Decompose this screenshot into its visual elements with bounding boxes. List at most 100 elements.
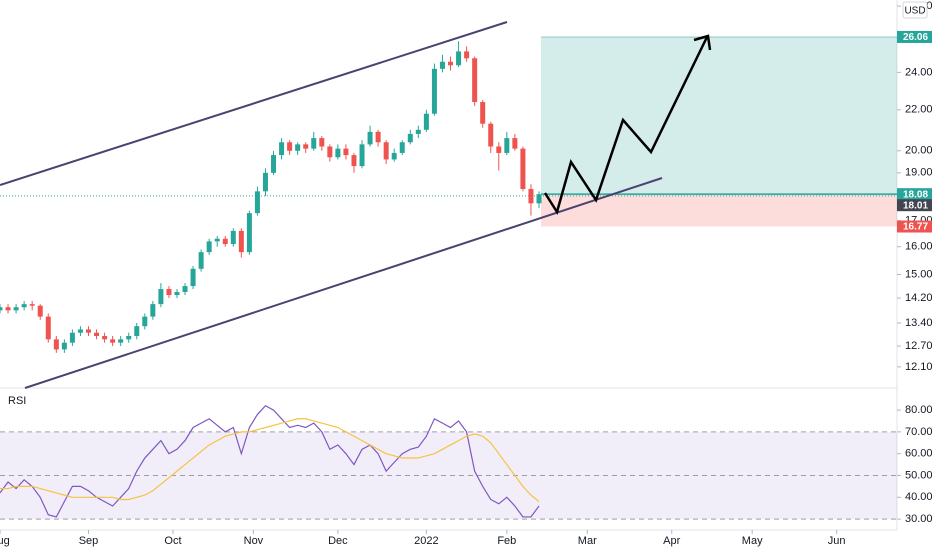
candle-body xyxy=(142,316,148,327)
candle-body xyxy=(118,339,124,343)
candle-body xyxy=(303,144,309,149)
candle-body xyxy=(246,213,252,253)
candle-body xyxy=(198,252,204,269)
candle-body xyxy=(174,292,180,296)
price-tick-label: 24.00 xyxy=(905,66,932,78)
candle-body xyxy=(496,146,502,153)
candle-body xyxy=(319,138,325,147)
candle-body xyxy=(407,133,413,143)
candle-body xyxy=(110,339,116,343)
candle-body xyxy=(53,339,59,350)
time-tick-label: Feb xyxy=(497,535,516,547)
candle-body xyxy=(45,316,51,340)
price-label: 18.01 xyxy=(903,200,928,211)
price-label-box xyxy=(897,199,932,212)
time-tick-label: Sep xyxy=(79,535,99,547)
rsi-tick-label: 80.00 xyxy=(905,404,932,416)
candle-body xyxy=(230,230,236,245)
price-label-box xyxy=(897,188,932,201)
price-label: 16.77 xyxy=(903,222,928,233)
target-zone xyxy=(541,36,897,195)
candle-body xyxy=(21,304,27,308)
candle-body xyxy=(504,138,510,153)
rsi-tick-label: 50.00 xyxy=(905,469,932,481)
candle-body xyxy=(0,307,3,311)
price-tick-label: 22.00 xyxy=(905,104,932,116)
price-tick-label: 16.00 xyxy=(905,241,932,253)
candle-body xyxy=(166,289,172,296)
candle-body xyxy=(295,144,301,151)
candle-body xyxy=(391,152,397,160)
candle-body xyxy=(158,289,164,305)
price-tick-label: 15.00 xyxy=(905,268,932,280)
price-tick-label: 13.40 xyxy=(905,317,932,329)
candle-body xyxy=(480,102,486,124)
arrow-head xyxy=(693,34,712,51)
rsi-line xyxy=(0,404,540,518)
candle-body xyxy=(528,188,534,204)
currency-box xyxy=(902,1,928,19)
time-tick-label: May xyxy=(742,535,763,547)
projection-arrow xyxy=(543,36,709,216)
candle-body xyxy=(399,142,405,153)
candle-body xyxy=(472,58,478,103)
time-tick-label: Oct xyxy=(164,535,181,547)
price-label: 18.08 xyxy=(903,189,928,200)
rsi-tick-label: 40.00 xyxy=(905,491,932,503)
candle-body xyxy=(279,142,285,156)
price-tick-label: 14.20 xyxy=(905,292,932,304)
channel-upper xyxy=(0,21,508,186)
currency: USD xyxy=(904,6,925,17)
rsi-tick-label: 60.00 xyxy=(905,448,932,460)
candle-body xyxy=(464,51,470,59)
rsi-line xyxy=(0,418,540,503)
candle-body xyxy=(488,123,494,147)
rsi-title: RSI xyxy=(8,395,26,407)
stop-zone xyxy=(541,194,897,227)
channel-lower xyxy=(24,177,663,389)
candle-body xyxy=(61,342,67,350)
candle-body xyxy=(214,238,220,242)
candle-body xyxy=(439,61,445,69)
candle-body xyxy=(287,142,293,151)
candle-body xyxy=(182,286,188,293)
rsi-tick-label: 70.00 xyxy=(905,426,932,438)
time-tick-label: 2022 xyxy=(414,535,438,547)
candle-body xyxy=(415,129,421,134)
candle-body xyxy=(423,113,429,130)
candle-body xyxy=(375,131,381,143)
candle-body xyxy=(69,332,75,343)
rsi-tick-label: 30.00 xyxy=(905,513,932,525)
candle-body xyxy=(134,326,140,337)
candle-body xyxy=(102,336,108,340)
candle-body xyxy=(448,61,454,66)
candle-body xyxy=(37,305,43,317)
candle-body xyxy=(85,329,91,333)
time-tick-label: Apr xyxy=(663,535,680,547)
candle-body xyxy=(512,138,518,149)
price-label-box xyxy=(897,220,932,233)
time-tick-label: Dec xyxy=(328,535,348,547)
candle-body xyxy=(29,304,35,306)
candle-body xyxy=(536,194,542,204)
candle-body xyxy=(206,241,212,253)
drawings xyxy=(0,21,712,389)
price-label: 26.06 xyxy=(903,32,928,43)
candle-body xyxy=(271,155,277,173)
candle-body xyxy=(254,191,260,214)
candle-body xyxy=(431,68,437,114)
price-tick-label: 12.70 xyxy=(905,340,932,352)
candle-body xyxy=(262,172,268,192)
candle-body xyxy=(311,138,317,149)
price-tick-label: 20.00 xyxy=(905,145,932,157)
candle-body xyxy=(190,268,196,287)
marks xyxy=(0,41,542,518)
candle-body xyxy=(77,329,83,333)
drawings-under xyxy=(0,36,897,520)
price-tick-label: 19.00 xyxy=(905,167,932,179)
candle-body xyxy=(520,148,526,189)
price-tick-label: 12.10 xyxy=(905,361,932,373)
